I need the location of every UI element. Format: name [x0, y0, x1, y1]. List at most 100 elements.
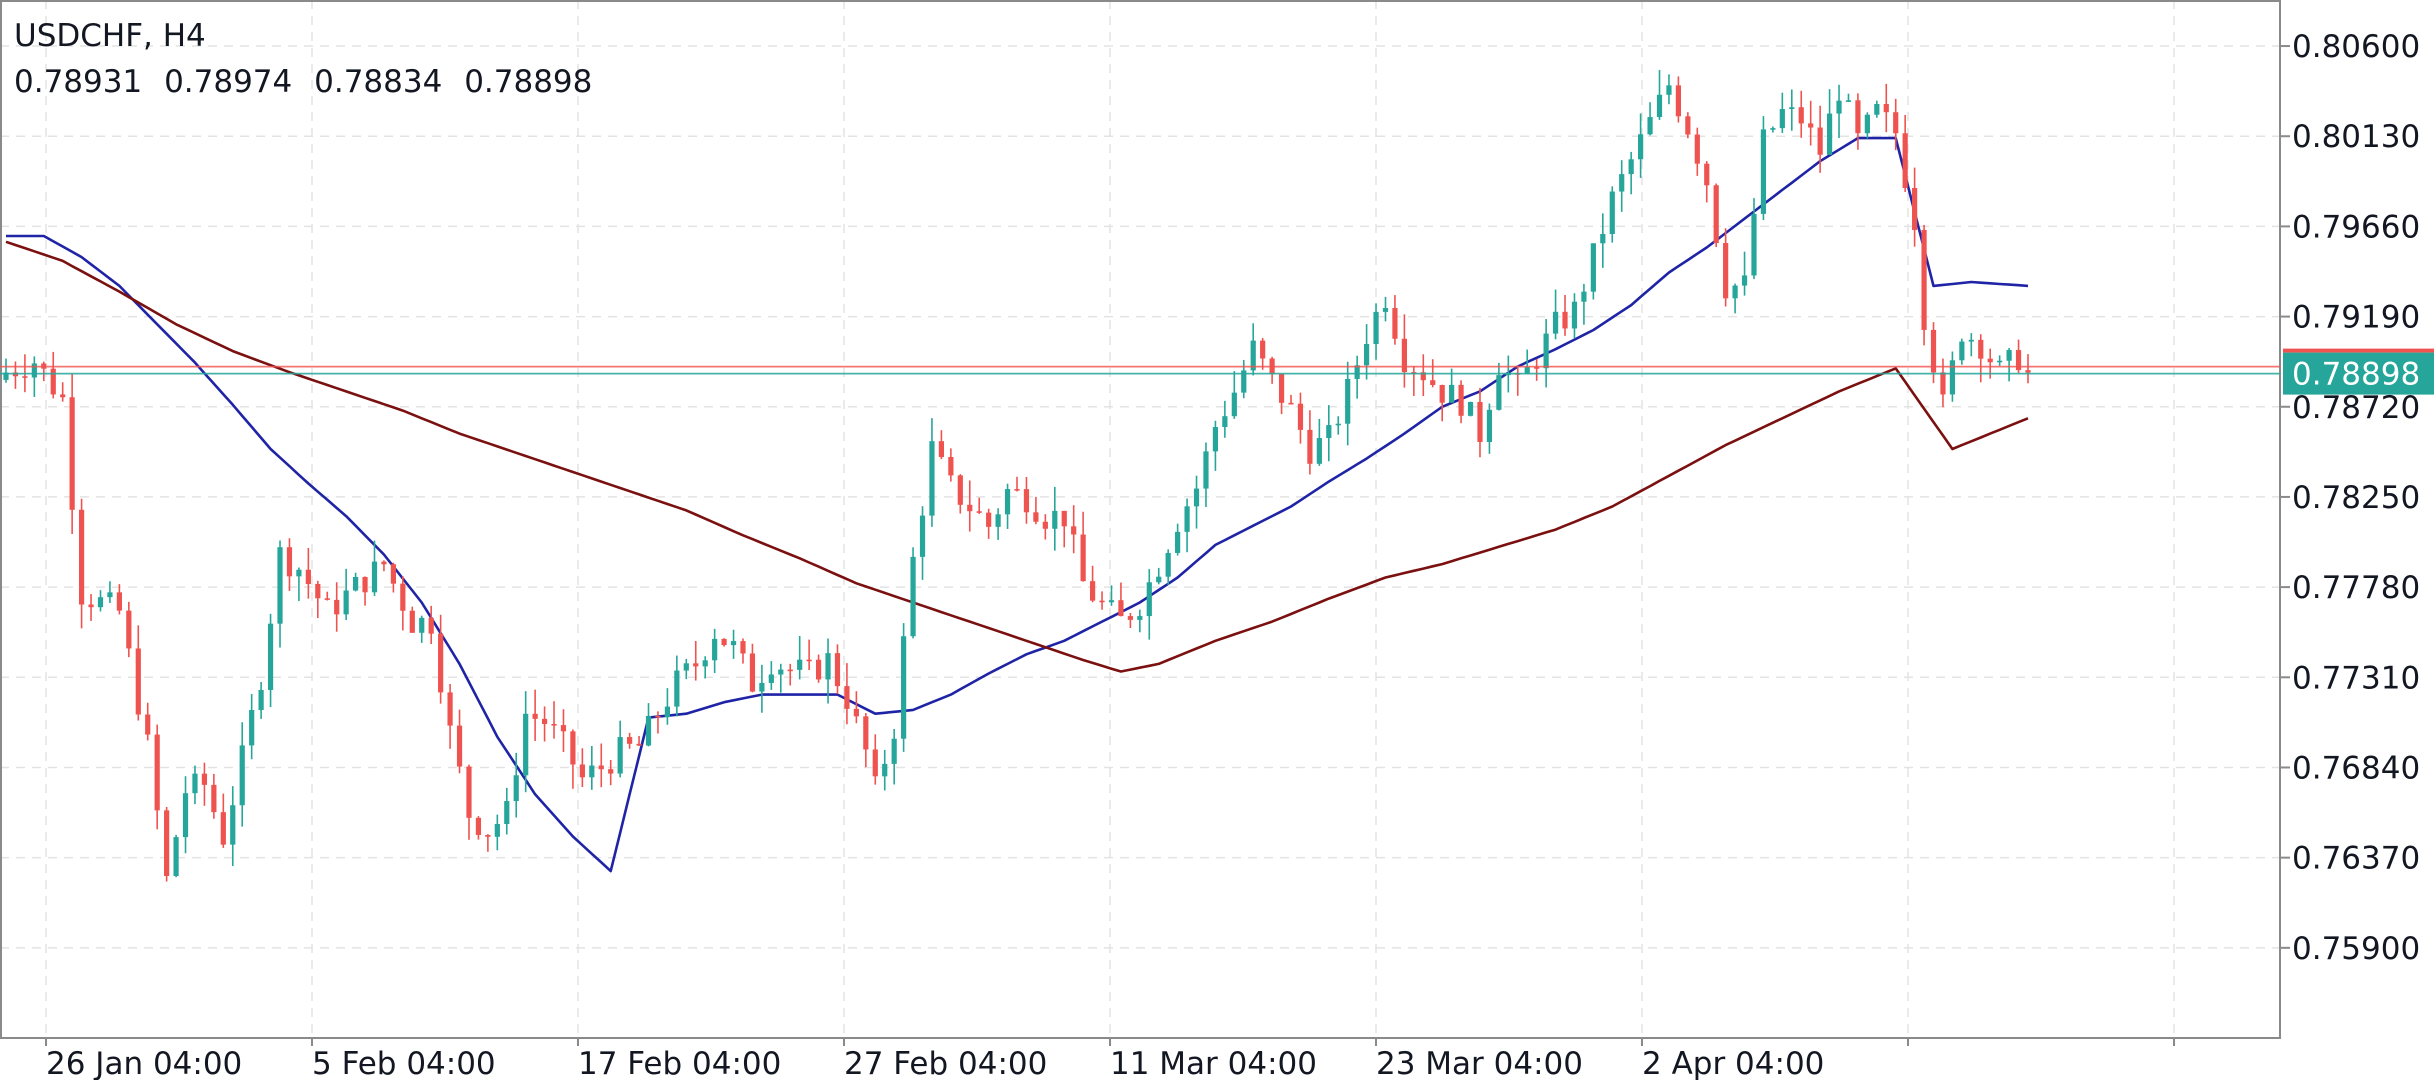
candle-body	[494, 824, 500, 837]
candle-down	[362, 576, 368, 606]
candle-up	[589, 746, 595, 790]
candle-body	[343, 590, 349, 615]
candle-body	[164, 810, 170, 876]
candle-body	[1241, 370, 1247, 393]
candle-body	[1382, 308, 1389, 312]
candle-body	[475, 817, 482, 835]
candle-body	[1118, 600, 1124, 617]
candle-body	[1373, 311, 1379, 344]
candle-down	[1014, 476, 1020, 492]
candle-body	[693, 663, 699, 667]
candle-up	[1590, 243, 1596, 300]
candle-up	[1949, 351, 1956, 402]
candle-body	[1326, 425, 1332, 439]
candle-body	[22, 376, 28, 378]
candle-body	[551, 724, 557, 726]
candle-body	[1685, 116, 1691, 135]
candle-up	[683, 658, 689, 680]
candle-body	[1222, 416, 1228, 428]
candle-body	[1316, 438, 1322, 464]
candle-down	[286, 538, 293, 591]
candle-body	[230, 805, 236, 845]
candle-up	[1732, 283, 1738, 314]
candle-down	[1477, 387, 1483, 458]
candle-body	[438, 633, 444, 693]
candle-body	[145, 714, 151, 735]
candle-up	[523, 691, 529, 793]
x-tick-label: 27 Feb 04:00	[844, 1046, 1047, 1080]
candle-up	[1108, 585, 1115, 606]
moving-averages	[5, 136, 2029, 873]
candle-body	[608, 769, 614, 774]
chart-grid	[0, 0, 2280, 1038]
candle-down	[1713, 183, 1719, 248]
candle-up	[1231, 371, 1237, 419]
candle-body	[579, 764, 585, 778]
candle-body	[400, 583, 406, 611]
candle-up	[1770, 126, 1776, 133]
candle-body	[1855, 100, 1861, 134]
candle-body	[1014, 489, 1020, 491]
candle-body	[1770, 128, 1776, 130]
candle-body	[78, 509, 85, 605]
candle-body	[702, 660, 708, 667]
candle-up	[97, 590, 104, 612]
ohlc-low: 0.78834	[314, 64, 443, 100]
candle-body	[1071, 526, 1077, 535]
candle-body	[513, 775, 519, 802]
x-tick-label: 23 Mar 04:00	[1376, 1046, 1583, 1080]
candle-body	[69, 397, 75, 510]
candle-body	[286, 547, 293, 577]
candle-up	[1619, 160, 1625, 212]
candle-body	[2015, 350, 2022, 371]
candle-up	[1997, 355, 2003, 366]
y-tick-label: 0.79190	[2292, 300, 2420, 336]
candle-up	[1760, 116, 1767, 221]
candle-body	[1836, 100, 1842, 114]
candle-body	[1543, 333, 1549, 369]
candle-body	[1401, 338, 1407, 373]
candle-body	[1647, 117, 1653, 135]
candle-body	[645, 715, 652, 746]
ohlc-high: 0.78974	[164, 64, 293, 100]
candle-up	[1052, 486, 1058, 551]
candle-down	[570, 729, 576, 789]
candle-body	[1741, 275, 1748, 286]
candle-down	[1808, 100, 1814, 146]
candle-down	[438, 614, 444, 704]
candle-body	[1052, 510, 1058, 529]
y-tick-label: 0.76840	[2292, 750, 2420, 786]
candle-down	[456, 709, 463, 774]
candle-up	[1836, 84, 1842, 138]
candle-body	[919, 515, 926, 557]
candle-down	[164, 806, 170, 882]
candle-down	[1042, 514, 1048, 540]
candle-body	[1628, 159, 1634, 175]
candle-body	[267, 623, 274, 690]
candle-up	[1959, 338, 1965, 365]
candle-body	[258, 689, 264, 710]
candle-down	[1420, 354, 1426, 397]
candle-up	[712, 628, 718, 674]
candle-body	[1619, 174, 1625, 192]
last-price-tag	[2283, 352, 2434, 395]
candle-down	[1921, 224, 1927, 346]
candle-body	[617, 737, 623, 774]
candle-up	[825, 638, 831, 704]
candle-up	[1137, 609, 1143, 633]
candle-body	[1656, 94, 1663, 118]
moving-average-slow	[5, 240, 2029, 673]
candle-down	[305, 547, 311, 599]
candle-body	[1345, 378, 1351, 424]
candle-down	[1694, 127, 1700, 176]
candle-body	[806, 659, 812, 662]
candle-body	[1439, 384, 1445, 403]
candle-up	[1184, 498, 1190, 553]
candle-body	[1146, 582, 1152, 617]
candle-up	[617, 720, 623, 778]
candle-down	[1278, 373, 1285, 415]
candle-down	[721, 638, 727, 647]
candle-body	[447, 692, 453, 726]
